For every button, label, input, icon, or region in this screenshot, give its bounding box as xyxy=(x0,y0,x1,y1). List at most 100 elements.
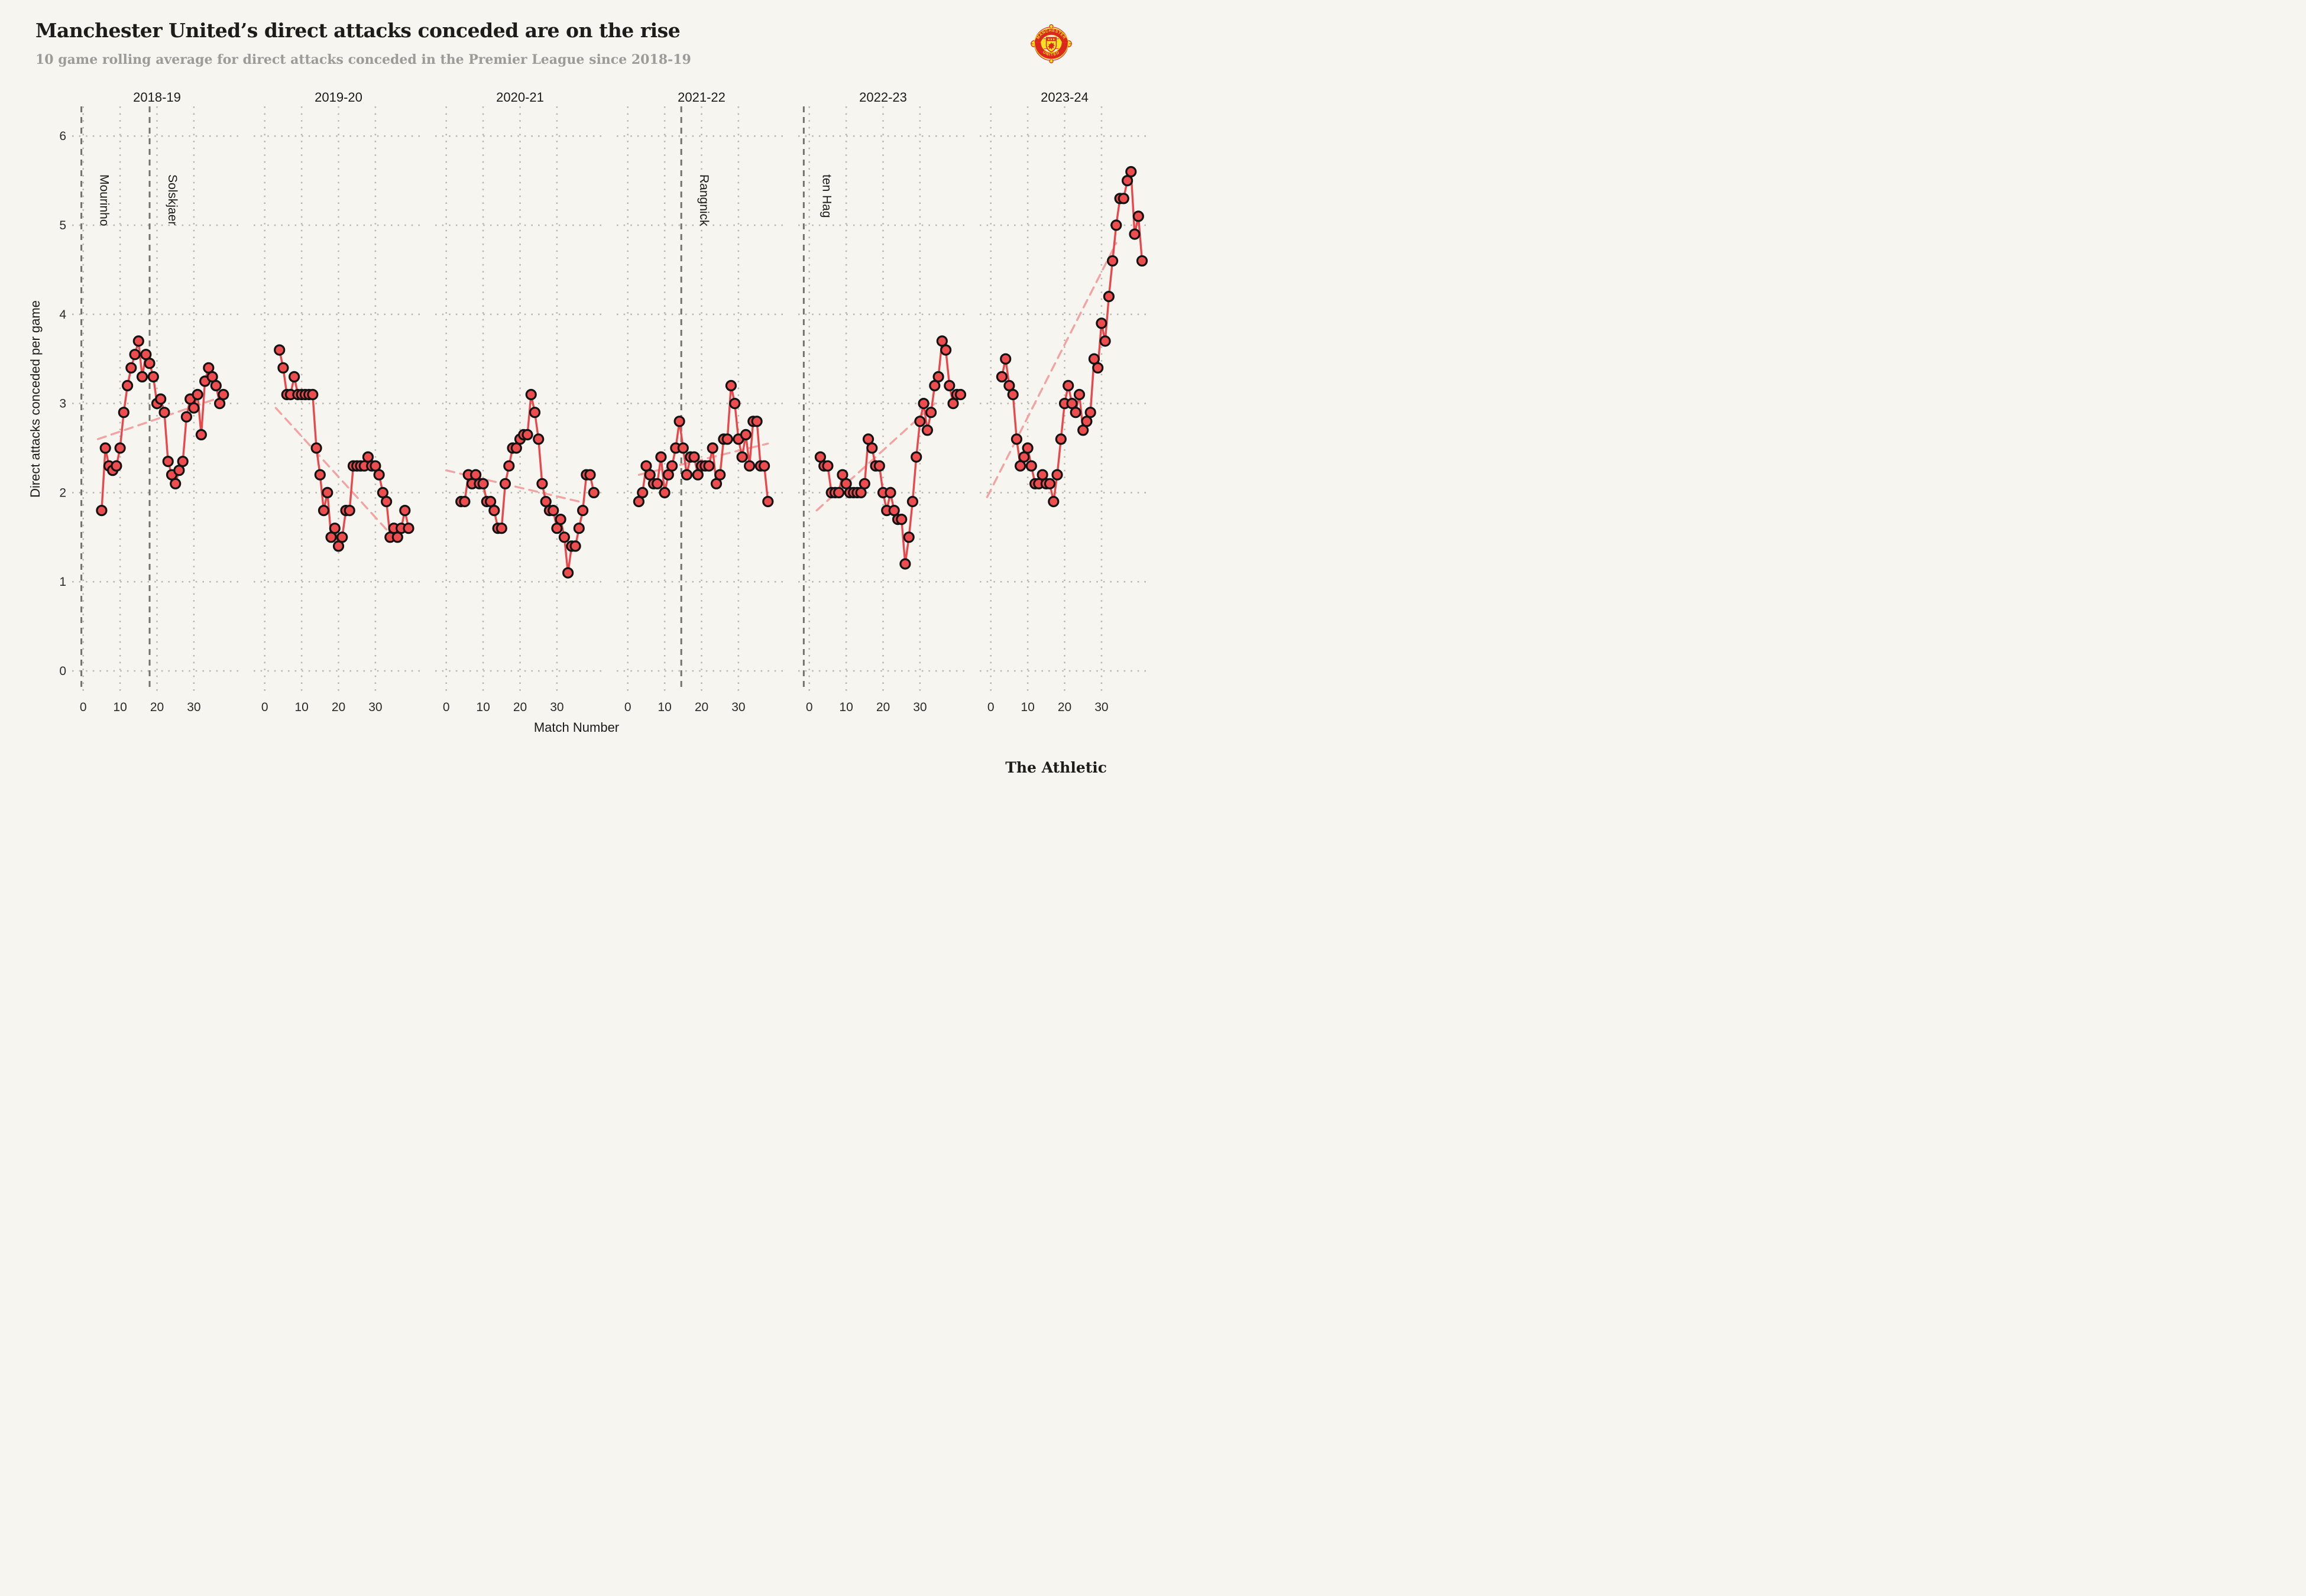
data-point xyxy=(859,478,870,489)
data-point xyxy=(170,478,182,489)
x-tick-label: 30 xyxy=(913,700,927,714)
data-point xyxy=(703,460,715,472)
x-tick-label: 20 xyxy=(876,700,890,714)
data-point xyxy=(459,495,471,508)
data-point xyxy=(525,388,537,401)
x-tick-label: 10 xyxy=(294,700,308,714)
data-point xyxy=(914,416,926,427)
x-tick-label: 10 xyxy=(1021,700,1034,714)
y-tick-label: 0 xyxy=(59,664,66,678)
data-point xyxy=(310,442,322,454)
data-point xyxy=(380,495,393,508)
data-point xyxy=(1073,388,1086,401)
data-point xyxy=(673,416,685,427)
data-point xyxy=(307,388,319,401)
data-point xyxy=(180,411,192,423)
data-point xyxy=(885,486,896,499)
data-point xyxy=(129,349,141,361)
x-tick-label: 20 xyxy=(332,700,345,714)
x-tick-label: 0 xyxy=(806,700,813,714)
data-point xyxy=(125,362,137,374)
data-point xyxy=(555,513,566,525)
data-point xyxy=(522,429,533,441)
data-point xyxy=(996,371,1008,383)
data-point xyxy=(822,460,834,472)
facet-title: 2018-19 xyxy=(133,90,181,105)
data-point xyxy=(548,504,559,517)
x-tick-label: 0 xyxy=(987,700,995,714)
data-point xyxy=(873,460,885,472)
data-point xyxy=(533,433,545,445)
data-point xyxy=(833,486,845,499)
series-line xyxy=(101,340,225,511)
data-point xyxy=(954,388,967,401)
data-point xyxy=(399,504,411,517)
data-point xyxy=(1070,407,1081,419)
data-point xyxy=(666,460,678,472)
data-point xyxy=(318,504,330,517)
trend-line xyxy=(96,395,225,440)
data-point xyxy=(762,495,774,508)
y-tick-label: 4 xyxy=(59,308,66,322)
data-point xyxy=(558,531,571,543)
data-point xyxy=(1051,469,1063,481)
faceted-line-chart: 0 1 2 3 4 5 6 2018-19 0 10 20 30 Mourinho Solskjaer 20… xyxy=(59,90,1149,714)
manager-label: Rangnick xyxy=(697,174,711,226)
data-point xyxy=(403,523,414,534)
data-point xyxy=(144,358,156,369)
trend-line xyxy=(986,242,1118,498)
data-point xyxy=(1096,317,1107,329)
data-point xyxy=(714,469,726,481)
data-point xyxy=(655,451,667,463)
data-point xyxy=(158,407,170,419)
data-point xyxy=(588,486,600,499)
data-point xyxy=(569,540,581,552)
data-point xyxy=(1103,291,1115,303)
data-point xyxy=(1063,379,1074,392)
chart-page: Manchester United’s direct attacks conce… xyxy=(0,0,1153,798)
data-point xyxy=(289,371,300,383)
x-tick-label: 20 xyxy=(150,700,164,714)
data-point xyxy=(736,451,748,463)
data-point xyxy=(277,362,289,374)
data-point xyxy=(177,455,189,468)
data-point xyxy=(1007,388,1019,401)
facet-title: 2022-23 xyxy=(859,90,907,105)
data-point xyxy=(477,478,489,489)
data-point xyxy=(659,486,671,499)
data-point xyxy=(576,504,589,517)
data-point xyxy=(99,442,111,454)
data-point xyxy=(111,460,122,472)
data-point xyxy=(132,335,144,347)
publisher-logo: The Athletic xyxy=(1005,759,1107,776)
data-point xyxy=(918,397,929,410)
data-point xyxy=(743,460,756,472)
data-point xyxy=(677,442,689,454)
data-point xyxy=(911,451,922,463)
x-tick-label: 10 xyxy=(476,700,490,714)
data-point xyxy=(573,523,585,534)
x-tick-label: 20 xyxy=(1058,700,1071,714)
data-point xyxy=(136,371,148,383)
chart-subtitle: 10 game rolling average for direct attac… xyxy=(35,52,691,67)
data-point xyxy=(1136,255,1148,267)
data-point xyxy=(721,433,733,445)
data-point xyxy=(314,469,326,481)
data-point xyxy=(344,504,355,517)
data-point xyxy=(322,486,333,499)
man-utd-crest-icon: MANCHESTER UNITED xyxy=(1031,24,1072,63)
data-point xyxy=(925,407,937,419)
data-point xyxy=(495,523,507,534)
data-point xyxy=(162,455,174,468)
facet-title: 2019-20 xyxy=(315,90,362,105)
x-tick-label: 20 xyxy=(695,700,708,714)
data-point xyxy=(866,442,878,454)
data-point xyxy=(688,451,700,463)
data-point xyxy=(1000,353,1012,365)
data-point xyxy=(96,504,108,517)
data-point xyxy=(329,523,341,534)
data-point xyxy=(188,402,200,414)
data-point xyxy=(218,388,229,401)
crest-bottom-text: UNITED xyxy=(1042,50,1060,57)
data-point xyxy=(274,344,286,356)
